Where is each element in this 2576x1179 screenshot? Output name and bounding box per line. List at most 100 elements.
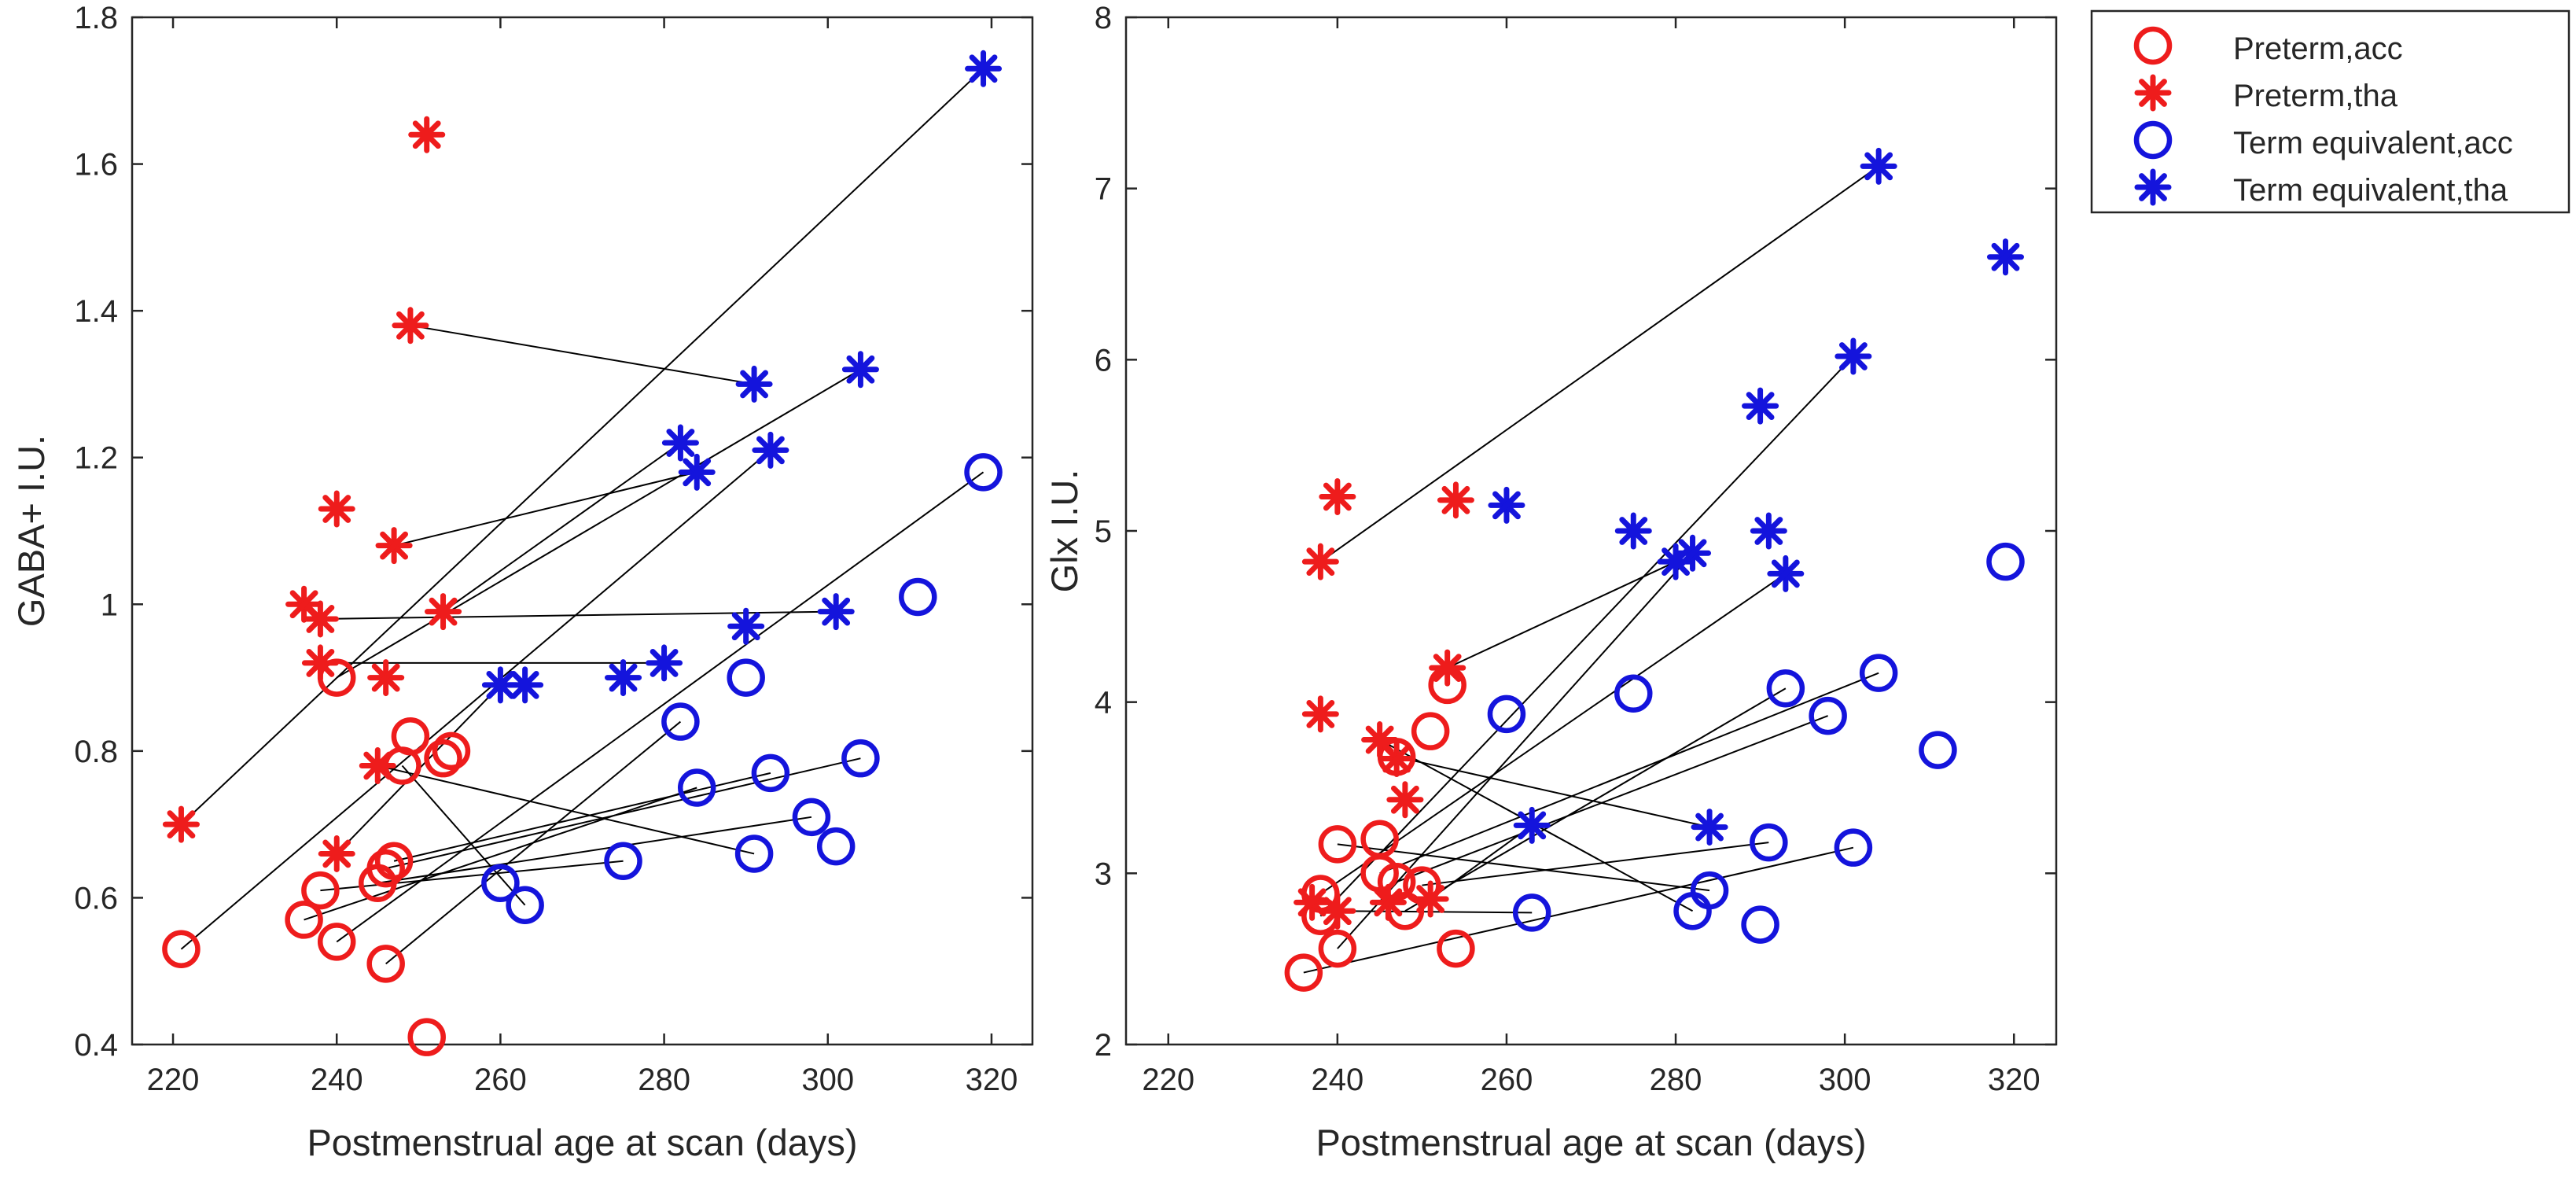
legend-marker-star-icon [2134,168,2172,206]
circle-marker [1411,712,1450,750]
star-marker [817,593,855,631]
star-marker [408,116,446,153]
legend-label: Preterm,tha [2233,79,2398,113]
star-marker [752,431,789,469]
glx-chart-panel: 220 240 260 280 300 320 2 3 4 5 6 7 8 Postmenstrual a… [1043,1,2058,1163]
circle-marker [1809,696,1847,735]
star-marker [1750,512,1787,550]
connector-line [336,471,984,943]
star-marker [1378,739,1415,777]
star-marker [841,351,879,389]
connector-line [1422,842,1769,886]
y-tick-label: 0.6 [74,881,118,916]
star-marker [425,593,462,631]
circle-marker [1318,929,1357,968]
star-marker [1437,481,1474,519]
star-marker [646,644,683,682]
connector-line [393,772,771,862]
legend-entry-term-tha: Term equivalent,tha [2134,168,2508,208]
star-marker [1691,809,1728,846]
star-marker [735,365,773,403]
star-marker [301,600,339,638]
circle-marker [727,658,765,697]
star-marker [359,747,396,785]
connector-line [336,368,861,679]
star-marker [1986,238,2024,276]
circle-marker [1919,731,1957,769]
star-marker [1301,543,1339,580]
y-tick-label: 3 [1095,857,1112,891]
connector-line [1379,672,1879,875]
star-marker [1742,387,1779,425]
circle-marker [816,827,856,866]
circle-marker [1403,866,1441,905]
x-tick-label: 320 [966,1063,1018,1097]
circle-marker [317,923,356,961]
circle-marker [661,702,700,741]
circle-marker [1766,669,1805,708]
circle-marker [677,768,716,807]
gaba-chart-panel: 220 240 260 280 300 320 0.4 0.6 0.8 1 1.2 1.4 1.6 1.8… [10,1,1034,1163]
connector-line [1319,356,1854,917]
star-marker [1386,781,1424,819]
star-marker [965,50,1003,87]
connector-line [1396,715,1828,883]
connector-line [1430,824,1533,900]
star-marker [1674,534,1712,572]
x-tick-label: 320 [1988,1063,2041,1097]
legend-label: Term equivalent,acc [2233,126,2513,160]
circle-marker [1284,953,1323,992]
legend-marker-star-icon [2134,74,2172,112]
connector-line [1303,846,1854,974]
x-tick-label: 240 [1311,1063,1363,1097]
star-marker [727,607,765,645]
x-tick-label: 280 [1650,1063,1702,1097]
star-marker [1513,806,1551,844]
star-marker [1614,512,1652,550]
connector-line [442,442,681,613]
connector-line [393,471,697,547]
circle-marker [162,930,201,968]
y-tick-label: 4 [1095,686,1112,720]
connector-line [401,765,526,906]
star-marker [2134,74,2172,112]
star-marker [301,644,339,682]
y-tick-label: 0.4 [74,1028,118,1063]
star-marker [1411,880,1449,918]
circle-marker [2133,120,2173,160]
y-tick-label: 1.8 [74,1,118,35]
x-tick-label: 220 [147,1063,200,1097]
circle-marker [1834,828,1873,867]
star-marker [367,659,405,697]
connector-line [1447,561,1676,669]
x-tick-label: 260 [1481,1063,1533,1097]
y-tick-label: 8 [1095,1,1112,35]
legend-label: Preterm,acc [2233,31,2403,66]
star-marker [678,453,716,491]
circle-marker [506,886,544,925]
star-marker [2134,168,2172,206]
x-axis-label: Postmenstrual age at scan (days) [1316,1122,1866,1163]
star-marker [1369,883,1407,921]
circle-marker [374,842,414,881]
y-axis-label: Glx I.U. [1043,470,1085,593]
connector-line [1337,843,1710,892]
circle-marker [1437,929,1475,968]
star-marker [375,527,413,565]
x-tick-label: 300 [801,1063,854,1097]
circle-marker [734,835,774,873]
connector-line [385,757,861,870]
connector-line [320,860,624,892]
star-marker [506,666,544,704]
star-marker [318,835,355,872]
connector-line [377,816,812,884]
star-marker [392,307,429,344]
circle-marker [285,901,323,939]
star-marker [1301,695,1339,733]
legend-marker-circle-icon [2133,26,2173,65]
circle-marker [301,871,340,910]
star-marker [318,490,355,528]
legend-entry-preterm-acc: Preterm,acc [2133,26,2403,66]
circle-marker [1741,905,1779,944]
